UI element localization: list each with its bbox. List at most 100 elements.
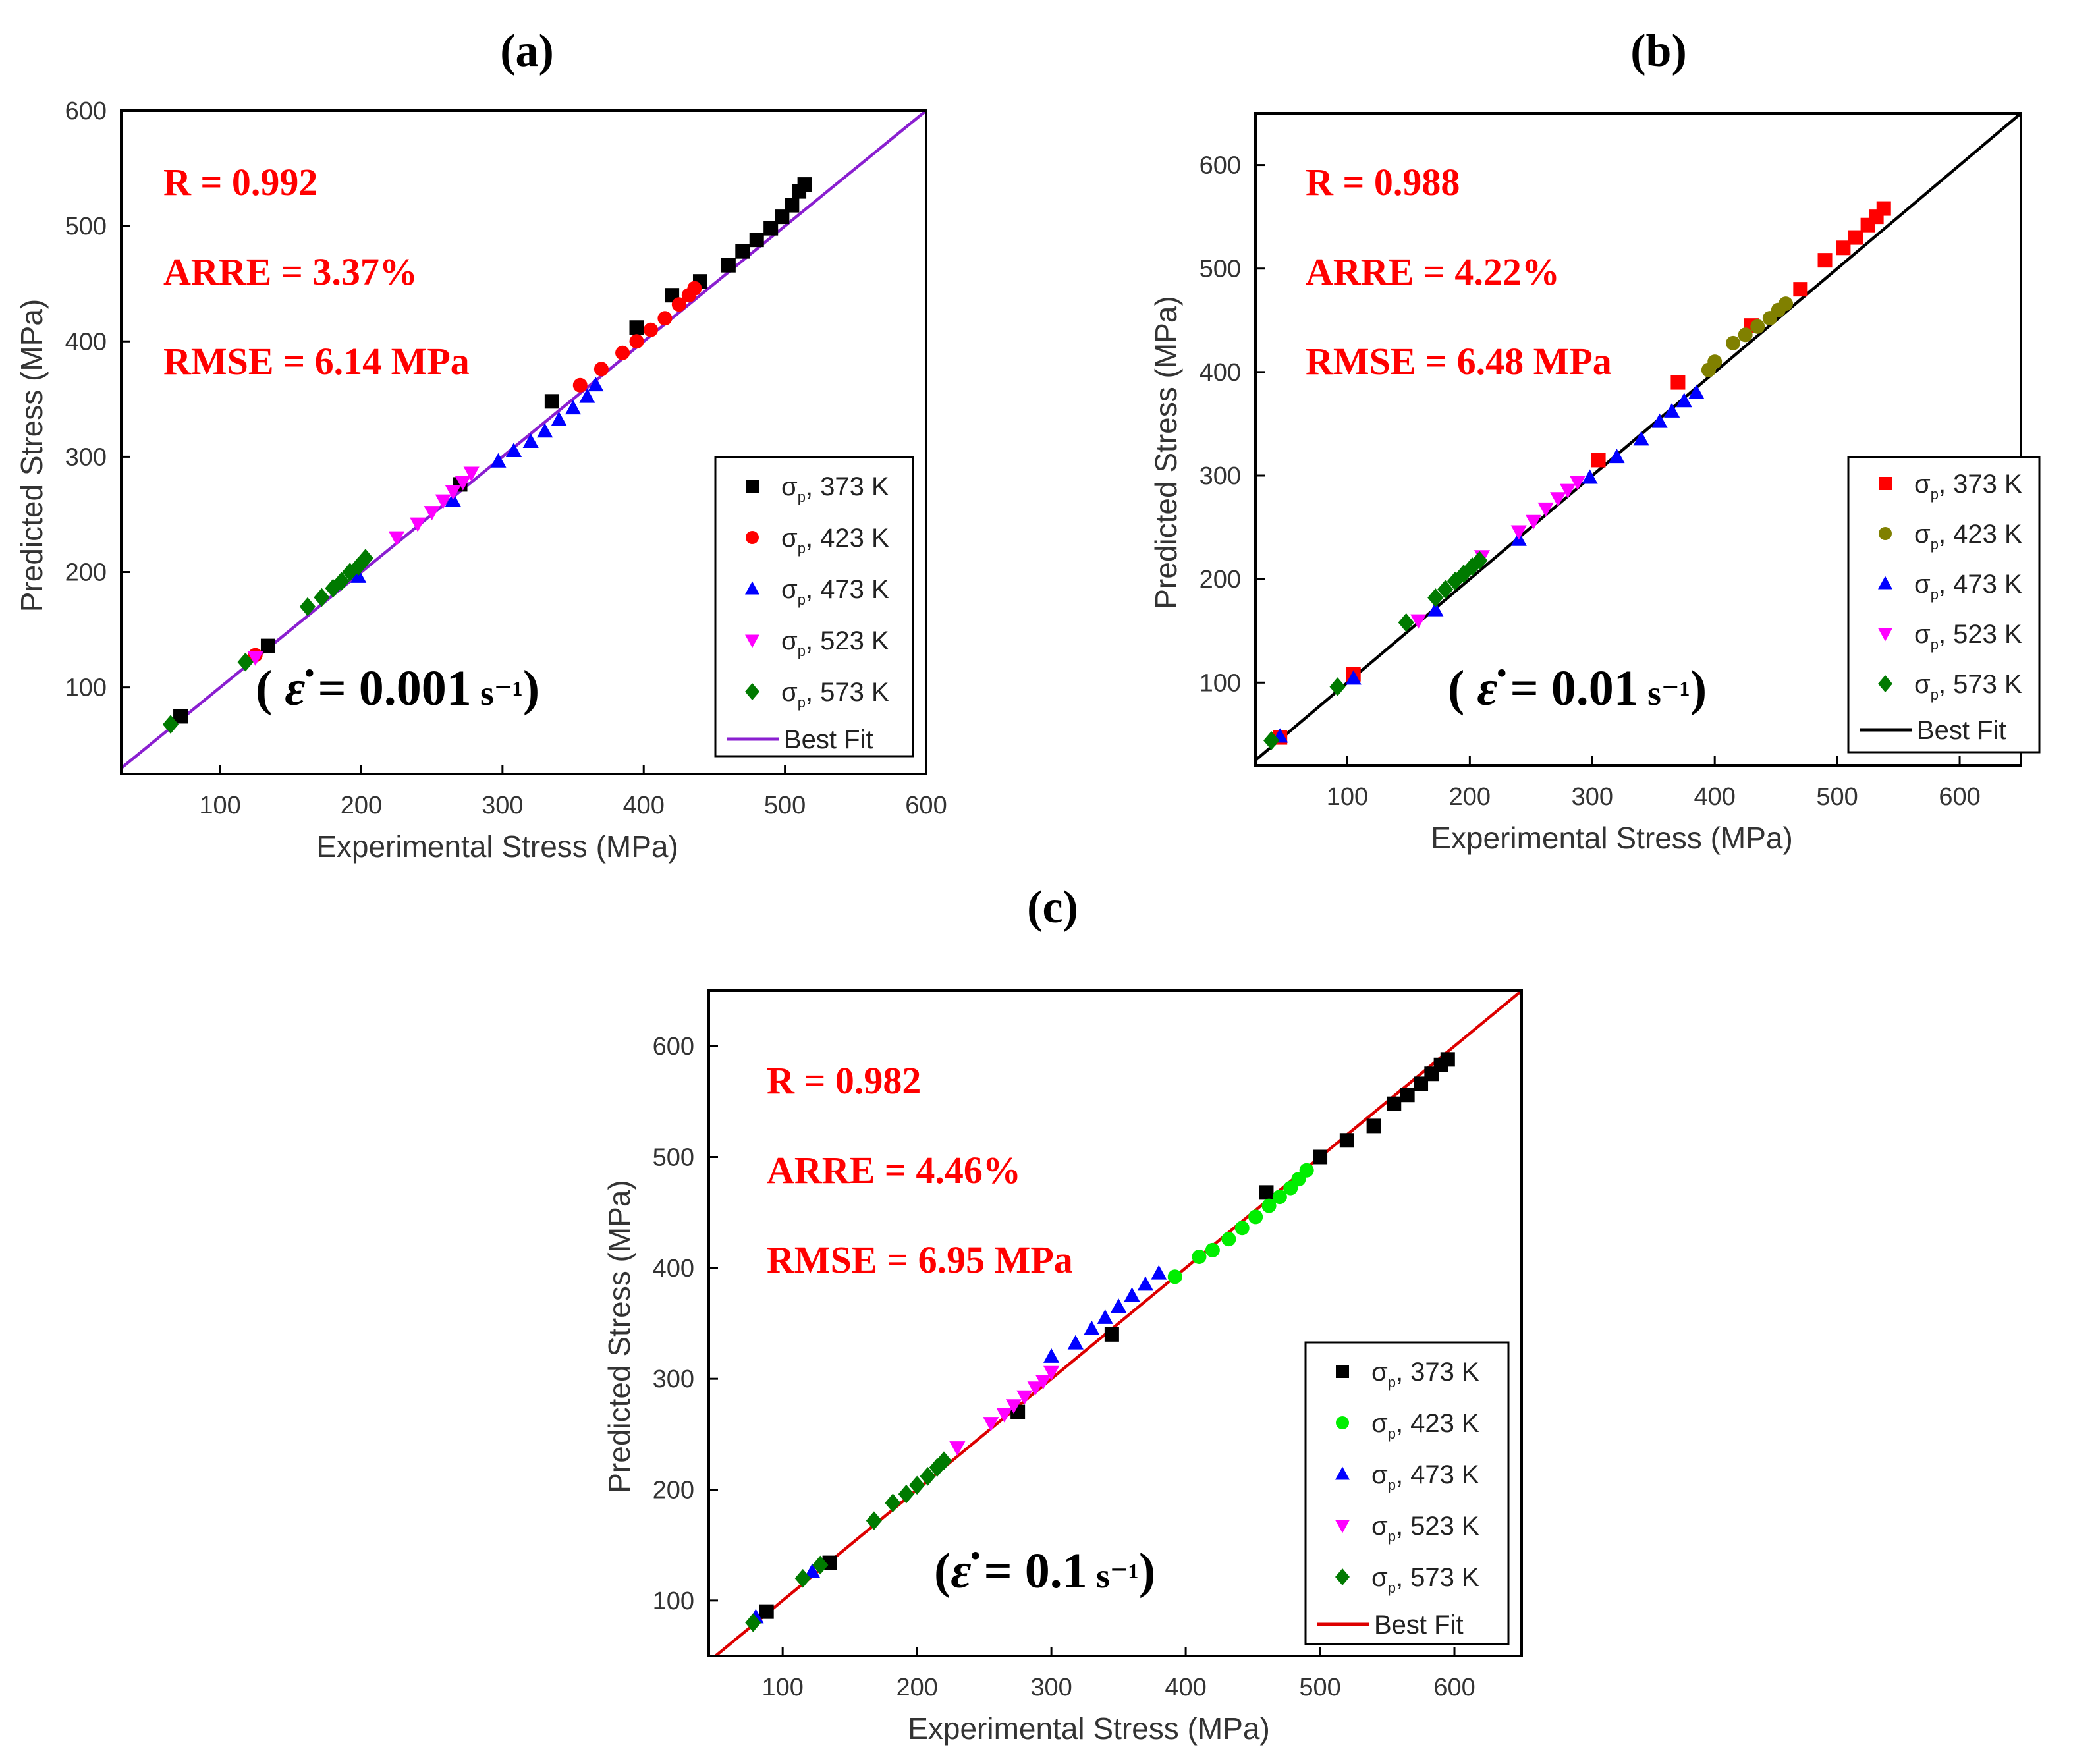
data-point xyxy=(463,466,480,482)
data-point xyxy=(173,709,188,724)
data-point xyxy=(1427,588,1444,607)
strain-rate-equals: = xyxy=(1497,661,1551,716)
legend-item: σp, 473 K xyxy=(1335,1460,1479,1493)
legend-label-subscript: p xyxy=(798,489,806,505)
legend-item: σp, 373 K xyxy=(1336,1358,1479,1391)
data-point xyxy=(629,334,644,349)
data-point xyxy=(565,400,582,415)
stat-annotation: RMSE = 6.95 MPa xyxy=(767,1238,1073,1281)
data-point xyxy=(794,1568,811,1588)
legend-label-symbol: σ xyxy=(781,626,798,655)
y-tick-label: 100 xyxy=(65,675,107,702)
legend-label: σp, 423 K xyxy=(781,524,889,557)
y-tick-label: 300 xyxy=(653,1365,694,1393)
legend: σp, 373 Kσp, 423 Kσp, 473 Kσp, 523 Kσp, … xyxy=(1847,456,2041,754)
data-point xyxy=(797,177,812,192)
data-point xyxy=(775,209,790,225)
legend-item: σp, 473 K xyxy=(1878,570,2022,603)
data-point xyxy=(162,715,179,734)
data-point xyxy=(260,638,275,653)
series-2 xyxy=(748,1265,1167,1624)
data-point xyxy=(1651,413,1668,428)
legend-label-text: , 523 K xyxy=(1396,1512,1479,1541)
strain-rate-equals: = xyxy=(305,661,358,716)
legend-box xyxy=(714,456,914,758)
x-tick-label: 500 xyxy=(1816,783,1858,811)
data-point xyxy=(455,476,471,491)
y-axis-label: Predicted Stress (MPa) xyxy=(14,299,49,612)
y-tick-label: 400 xyxy=(1200,359,1241,387)
legend-marker xyxy=(745,634,759,648)
data-point xyxy=(615,345,630,360)
data-point xyxy=(749,233,764,248)
legend-marker xyxy=(1878,576,1892,590)
y-tick-label: 100 xyxy=(653,1587,694,1615)
legend-item: σp, 473 K xyxy=(745,575,889,608)
data-point xyxy=(247,651,263,666)
panel-title: (b) xyxy=(1630,26,1687,76)
data-point xyxy=(1609,449,1625,464)
data-point xyxy=(314,588,330,607)
legend-label: σp, 523 K xyxy=(1914,620,2022,653)
data-point xyxy=(1707,354,1723,370)
data-point xyxy=(1259,1185,1274,1200)
data-point xyxy=(1248,1209,1263,1225)
legend-label-text: , 573 K xyxy=(806,678,889,707)
data-point xyxy=(1817,253,1833,268)
y-axis-label: Predicted Stress (MPa) xyxy=(1149,296,1183,609)
stat-annotation: ARRE = 3.37% xyxy=(163,250,418,293)
series-3 xyxy=(247,466,480,666)
chart-panel-b: (b) 100 200 300 400 500 600 100 200 300 400 500 600 E… xyxy=(1149,26,2041,855)
strain-rate-label: (ε̇ = 0.1 s⁻¹) xyxy=(934,1543,1155,1599)
data-point xyxy=(1137,1276,1153,1291)
strain-rate-unit: s⁻¹ xyxy=(1088,1557,1139,1595)
legend-label-symbol: σ xyxy=(1371,1358,1388,1387)
data-point xyxy=(1035,1375,1051,1390)
legend-item: σp, 523 K xyxy=(1878,620,2022,653)
data-point xyxy=(983,1417,999,1432)
data-point xyxy=(866,1511,882,1530)
legend-label: σp, 573 K xyxy=(781,678,889,711)
data-point xyxy=(1263,730,1280,750)
legend-label-text: , 423 K xyxy=(1396,1409,1479,1438)
legend-label-symbol: σ xyxy=(1371,1512,1388,1541)
x-tick-label: 600 xyxy=(1433,1674,1475,1701)
legend-item: σp, 423 K xyxy=(746,524,889,557)
legend-label-text: , 373 K xyxy=(806,472,889,501)
legend-marker xyxy=(1879,527,1892,540)
legend-item: σp, 573 K xyxy=(1335,1563,1479,1596)
strain-rate-value: 0.001 xyxy=(359,661,472,716)
strain-rate-unit: s⁻¹ xyxy=(1639,674,1690,713)
data-point xyxy=(1676,393,1692,408)
legend-marker xyxy=(1335,1520,1350,1533)
stat-annotation: RMSE = 6.14 MPa xyxy=(163,340,470,383)
legend-marker xyxy=(746,480,759,493)
strain-rate-label: ( ε̇ = 0.01 s⁻¹) xyxy=(1448,661,1707,716)
chart-panel-c: (c) 100 200 300 400 500 600 100 200 300 400 500 600 E… xyxy=(602,882,1523,1746)
data-point xyxy=(1299,1163,1314,1178)
data-point xyxy=(1261,1198,1277,1213)
x-axis-label: Experimental Stress (MPa) xyxy=(908,1711,1270,1746)
legend-label-text: , 473 K xyxy=(1396,1460,1479,1489)
panel-title: (a) xyxy=(500,26,554,76)
strain-rate-paren-close: ) xyxy=(1690,661,1707,716)
legend-marker xyxy=(1335,1568,1350,1585)
legend-item: σp, 523 K xyxy=(1335,1512,1479,1545)
plot-frame xyxy=(707,989,1523,1657)
legend-label: σp, 573 K xyxy=(1371,1563,1479,1596)
data-point xyxy=(1525,514,1542,530)
x-tick-label: 400 xyxy=(1165,1674,1206,1701)
data-point xyxy=(785,198,800,213)
legend-label: σp, 373 K xyxy=(1914,470,2022,503)
legend-label-subscript: p xyxy=(1931,586,1939,603)
legend-label-text: , 473 K xyxy=(806,575,889,604)
data-point xyxy=(1192,1250,1207,1264)
data-point xyxy=(1366,1118,1381,1134)
legend-label-subscript: p xyxy=(1388,1528,1396,1545)
stat-annotation: R = 0.988 xyxy=(1306,161,1460,204)
series-4 xyxy=(745,1451,952,1632)
data-point xyxy=(1027,1381,1043,1396)
data-point xyxy=(522,433,539,448)
legend-label-symbol: σ xyxy=(1371,1409,1388,1438)
